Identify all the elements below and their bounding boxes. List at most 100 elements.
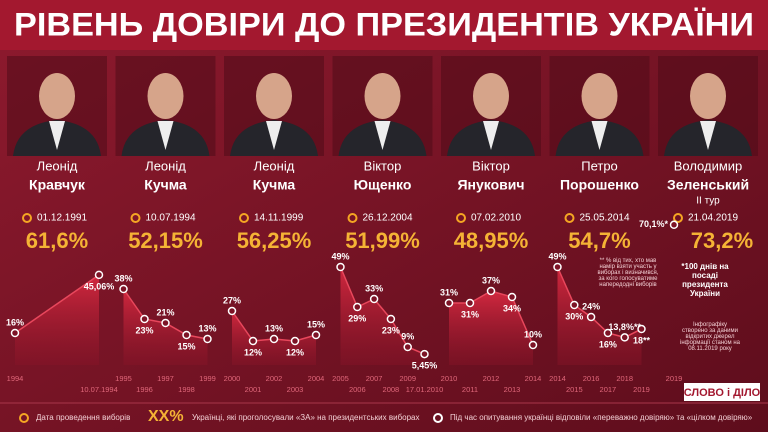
trust-area — [15, 274, 99, 365]
portrait-head — [473, 73, 509, 119]
election-date: 21.04.2019 — [688, 213, 738, 224]
trust-label: 16% — [599, 339, 617, 349]
first-name: Леонід — [145, 158, 186, 173]
round: II тур — [696, 196, 720, 207]
last-name: Кучма — [144, 177, 187, 193]
last-name: Ющенко — [354, 177, 412, 193]
trust-point — [507, 292, 517, 302]
vote-percent: 61,6% — [26, 228, 88, 253]
election-date: 07.02.2010 — [471, 213, 521, 224]
trust-point — [403, 342, 412, 352]
trust-point — [420, 349, 429, 359]
vote-percent: 73,2% — [691, 228, 753, 253]
year-label: 10.07.1994 — [80, 385, 118, 394]
first-name: Володимир — [674, 158, 743, 173]
trust-point — [586, 312, 596, 322]
trust-point — [465, 298, 475, 308]
trust-point — [248, 336, 258, 346]
trust-point — [182, 330, 191, 340]
portrait-shirt — [483, 121, 499, 150]
trust-label: 12% — [286, 347, 304, 357]
trust-label: 37% — [482, 275, 500, 285]
last-name: Кравчук — [29, 177, 86, 193]
trust-point — [553, 262, 562, 272]
trust-point — [227, 306, 237, 316]
trust-label: 27% — [223, 295, 241, 305]
trust-point — [290, 336, 300, 346]
trust-point — [570, 300, 579, 310]
last-name: Зеленський — [667, 177, 749, 193]
trust-area — [449, 291, 533, 365]
first-name: Леонід — [254, 158, 295, 173]
vote-percent: 52,15% — [128, 228, 203, 253]
vote-percent: 56,25% — [237, 228, 312, 253]
year-label: 2000 — [224, 374, 241, 383]
trust-label: 10% — [524, 329, 542, 339]
date-icon — [456, 213, 466, 223]
year-label: 2016 — [583, 374, 600, 383]
trust-point — [669, 220, 679, 230]
portrait-head — [147, 73, 184, 119]
trust-point — [140, 314, 149, 324]
year-label: 1997 — [157, 374, 174, 383]
year-label: 2010 — [441, 374, 458, 383]
trust-point — [620, 333, 629, 342]
portrait-shirt — [374, 121, 391, 150]
legend-date-icon — [19, 413, 29, 423]
portrait-head — [39, 73, 75, 119]
title-bar — [0, 0, 768, 50]
year-label: 2009 — [399, 374, 416, 383]
trust-point — [94, 270, 104, 280]
trust-label: 31% — [440, 287, 458, 297]
year-label: 2006 — [349, 385, 366, 394]
trust-point — [269, 334, 279, 344]
trust-point — [203, 334, 212, 344]
zelensky-note: *100 днів на посаді президента України — [681, 262, 729, 298]
year-label: 2005 — [332, 374, 349, 383]
date-icon — [347, 213, 358, 223]
trust-point — [336, 262, 345, 272]
last-name: Янукович — [457, 177, 524, 193]
year-label: 1995 — [115, 374, 132, 383]
trust-point — [311, 330, 321, 340]
vote-percent: 51,99% — [345, 228, 420, 253]
year-label: 2007 — [366, 374, 383, 383]
trust-point — [353, 302, 362, 312]
poroshenko-note: ** % від тих, хто мав намір взяти участь… — [597, 258, 659, 288]
legend-date: Дата проведення виборів — [36, 413, 130, 422]
trust-area — [232, 311, 316, 365]
title: РІВЕНЬ ДОВІРИ ДО ПРЕЗИДЕНТІВ УКРАЇНИ — [14, 6, 754, 42]
year-label: 1998 — [178, 385, 195, 394]
election-date: 14.11.1999 — [254, 213, 304, 224]
trust-label: 24% — [582, 301, 600, 311]
first-name: Петро — [581, 158, 618, 173]
trust-label: 49% — [331, 251, 349, 261]
year-label: 2004 — [308, 374, 325, 383]
legend-trust-icon — [433, 413, 443, 423]
year-label: 2001 — [245, 385, 262, 394]
trust-label: 15% — [177, 341, 195, 351]
last-name: Порошенко — [560, 177, 639, 193]
trust-point — [528, 340, 538, 350]
legend-vote: Українці, які проголосували «ЗА» на през… — [192, 413, 420, 422]
portrait-head — [690, 73, 726, 119]
portrait-shirt — [157, 121, 174, 150]
date-icon — [564, 213, 575, 223]
trust-area — [557, 267, 642, 365]
trust-point — [486, 286, 496, 296]
trust-label: 31% — [461, 309, 479, 319]
date-icon — [673, 213, 683, 223]
trust-label: 13% — [265, 323, 283, 333]
trust-point — [444, 298, 454, 308]
trust-label: 23% — [135, 325, 153, 335]
date-icon — [130, 213, 141, 223]
trust-line — [14, 274, 100, 334]
footnote: Інфографіку створено за даними відкритих… — [680, 322, 740, 352]
year-label: 2002 — [266, 374, 283, 383]
trust-point — [10, 328, 20, 338]
trust-label: 13,8%** — [608, 322, 641, 332]
trust-point — [369, 294, 379, 304]
portrait-head — [364, 73, 401, 119]
trust-label: 33% — [365, 283, 383, 293]
